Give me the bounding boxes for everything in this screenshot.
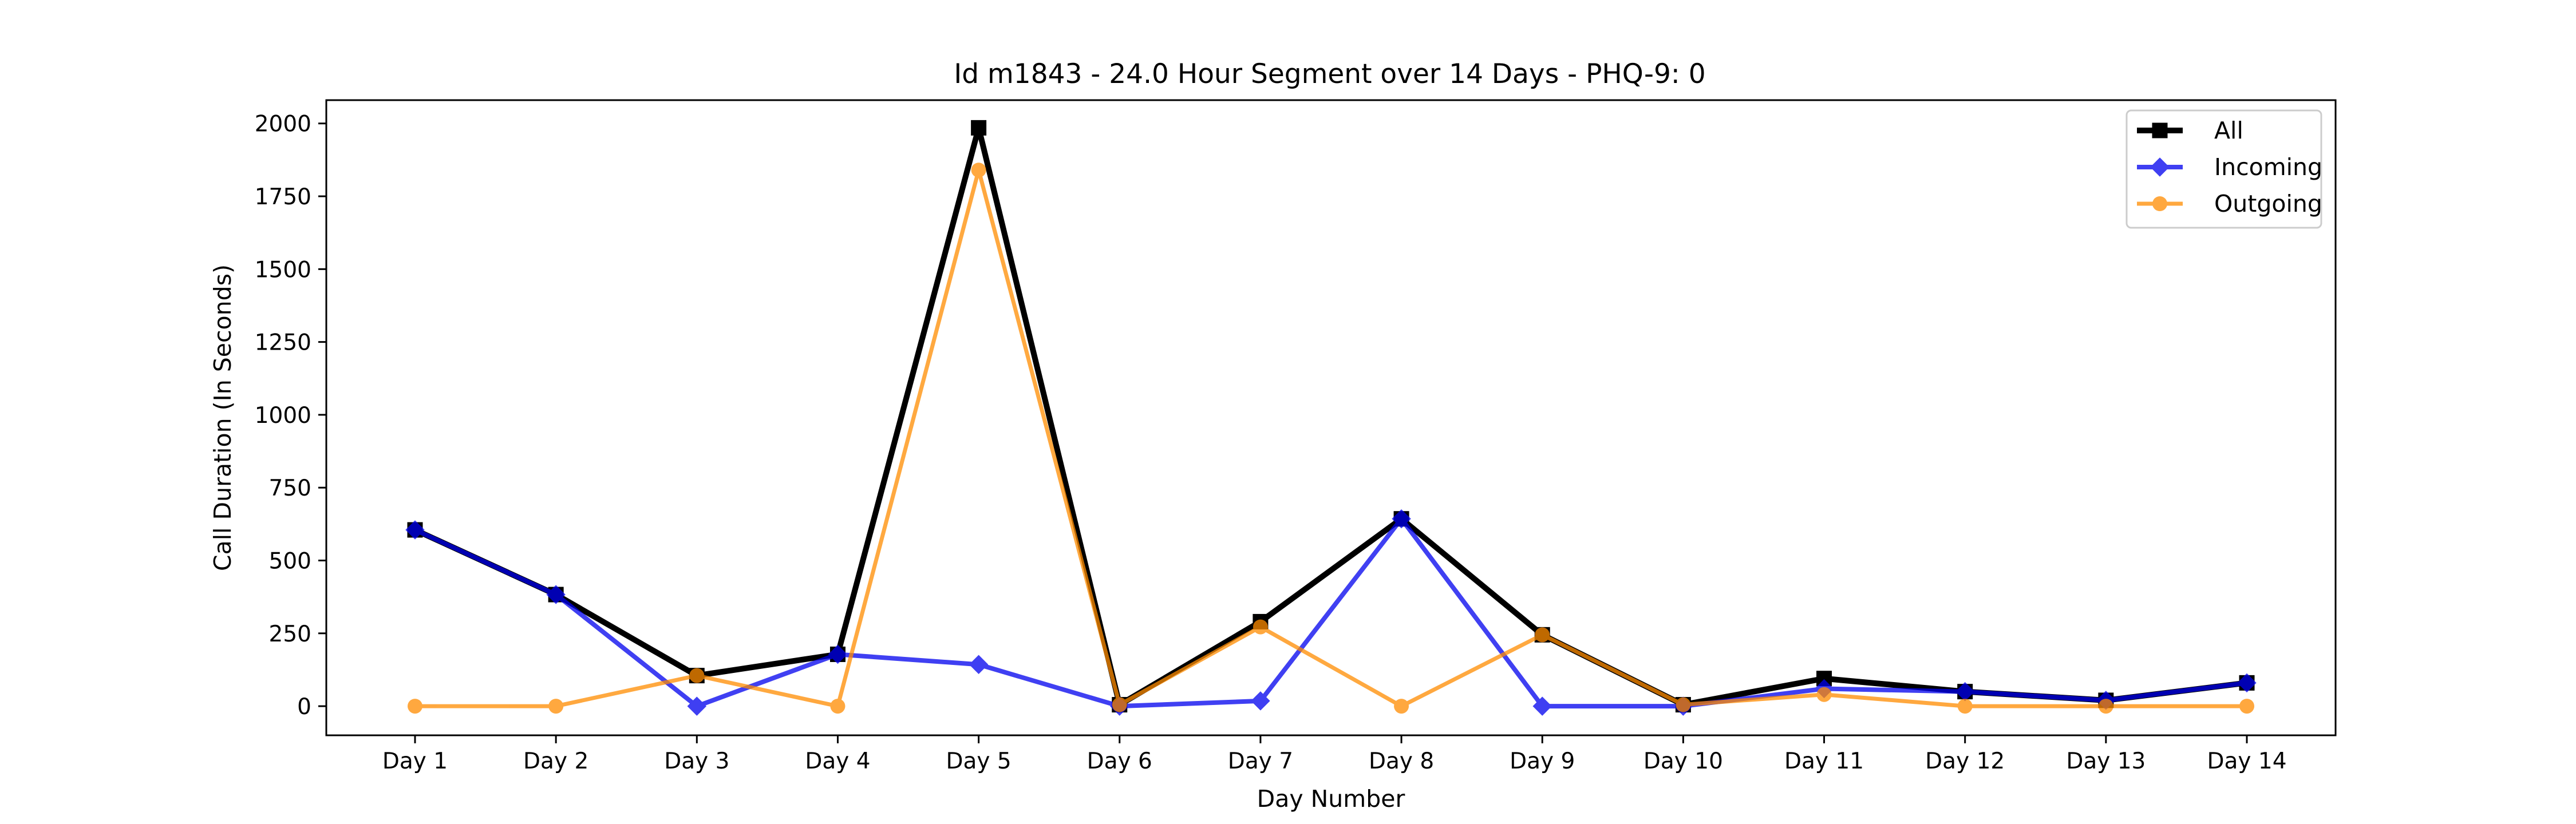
y-tick-label: 1250: [255, 330, 311, 356]
x-axis: Day 1 Day 2 Day 3 Day 4 Day 5 Day 6 Day 7 Day 8…: [382, 735, 2287, 774]
data-point-incoming: [969, 655, 989, 675]
x-tick-label: Day 8: [1369, 748, 1434, 774]
series-outgoing: [408, 163, 2254, 714]
plot-frame: [325, 99, 2337, 736]
data-point-outgoing: [408, 699, 422, 714]
legend-label: All: [2214, 117, 2243, 144]
series-line-outgoing: [415, 168, 2247, 708]
data-point-incoming: [405, 520, 425, 540]
y-tick-label: 1750: [255, 184, 311, 210]
x-tick-label: Day 5: [946, 748, 1011, 774]
series-line-incoming: [414, 516, 2247, 709]
legend-item-incoming: [2137, 157, 2183, 177]
x-tick-label: Day 14: [2207, 748, 2286, 774]
data-point-incoming: [828, 644, 848, 664]
legend-item-all: [2137, 122, 2183, 138]
plot-area: [325, 99, 2337, 736]
x-tick-label: Day 3: [664, 748, 729, 774]
data-point-outgoing: [971, 163, 986, 178]
data-point-incoming: [1532, 696, 1552, 716]
y-tick-label: 1500: [255, 257, 311, 283]
data-point-outgoing: [689, 668, 705, 683]
data-point-outgoing: [1957, 699, 1973, 714]
y-tick-label: 500: [269, 548, 311, 574]
data-point-incoming: [1955, 682, 1975, 702]
legend-items: All Incoming Outgoing: [2137, 117, 2322, 217]
data-point-outgoing: [1816, 687, 1832, 702]
series-line-all: [413, 125, 2247, 708]
data-point-all: [971, 120, 987, 136]
data-point-incoming: [1251, 691, 1270, 711]
x-tick-label: Day 13: [2066, 748, 2146, 774]
legend-item-outgoing: [2137, 196, 2183, 211]
y-tick-label: 1000: [255, 403, 311, 429]
y-tick-label: 0: [297, 694, 311, 720]
x-tick-label: Day 6: [1087, 748, 1152, 774]
x-tick-label: Day 7: [1228, 748, 1293, 774]
data-point-outgoing: [1676, 697, 1691, 712]
series-incoming: [405, 509, 2257, 716]
y-axis: 0 250 500 750 1000 1250 1500 1750 2000: [255, 112, 326, 720]
data-point-incoming: [546, 585, 566, 604]
legend-label: Outgoing: [2214, 190, 2322, 217]
data-point-incoming: [2237, 673, 2257, 693]
legend-label: Incoming: [2214, 153, 2322, 181]
legend-marker: [2150, 157, 2170, 177]
data-point-outgoing: [2239, 699, 2254, 714]
x-tick-label: Day 10: [1643, 748, 1723, 774]
chart-title: Id m1843 - 24.0 Hour Segment over 14 Day…: [954, 58, 1705, 90]
legend: All Incoming Outgoing: [2125, 109, 2322, 229]
x-tick-label: Day 2: [523, 748, 588, 774]
x-tick-label: Day 11: [1784, 748, 1864, 774]
series-all: [407, 120, 2255, 713]
data-point-outgoing: [1394, 699, 1409, 714]
data-point-outgoing: [1535, 627, 1550, 643]
data-point-incoming: [1392, 509, 1411, 529]
series-layer: [405, 120, 2257, 716]
y-axis-label: Call Duration (In Seconds): [209, 264, 236, 571]
x-tick-label: Day 4: [805, 748, 870, 774]
x-tick-label: Day 9: [1510, 748, 1575, 774]
x-tick-label: Day 1: [382, 748, 448, 774]
data-point-outgoing: [548, 699, 564, 714]
data-point-outgoing: [1112, 697, 1127, 712]
data-point-incoming: [687, 696, 707, 716]
x-tick-label: Day 12: [1925, 748, 2005, 774]
data-point-outgoing: [2098, 699, 2113, 714]
legend-frame: [2125, 109, 2322, 229]
x-axis-label: Day Number: [1257, 785, 1405, 813]
legend-marker: [2152, 196, 2167, 211]
y-tick-label: 2000: [255, 112, 311, 137]
data-point-outgoing: [830, 699, 846, 714]
data-point-outgoing: [1253, 619, 1268, 635]
y-tick-label: 250: [269, 621, 311, 647]
legend-marker: [2152, 122, 2168, 138]
y-tick-label: 750: [269, 476, 311, 501]
